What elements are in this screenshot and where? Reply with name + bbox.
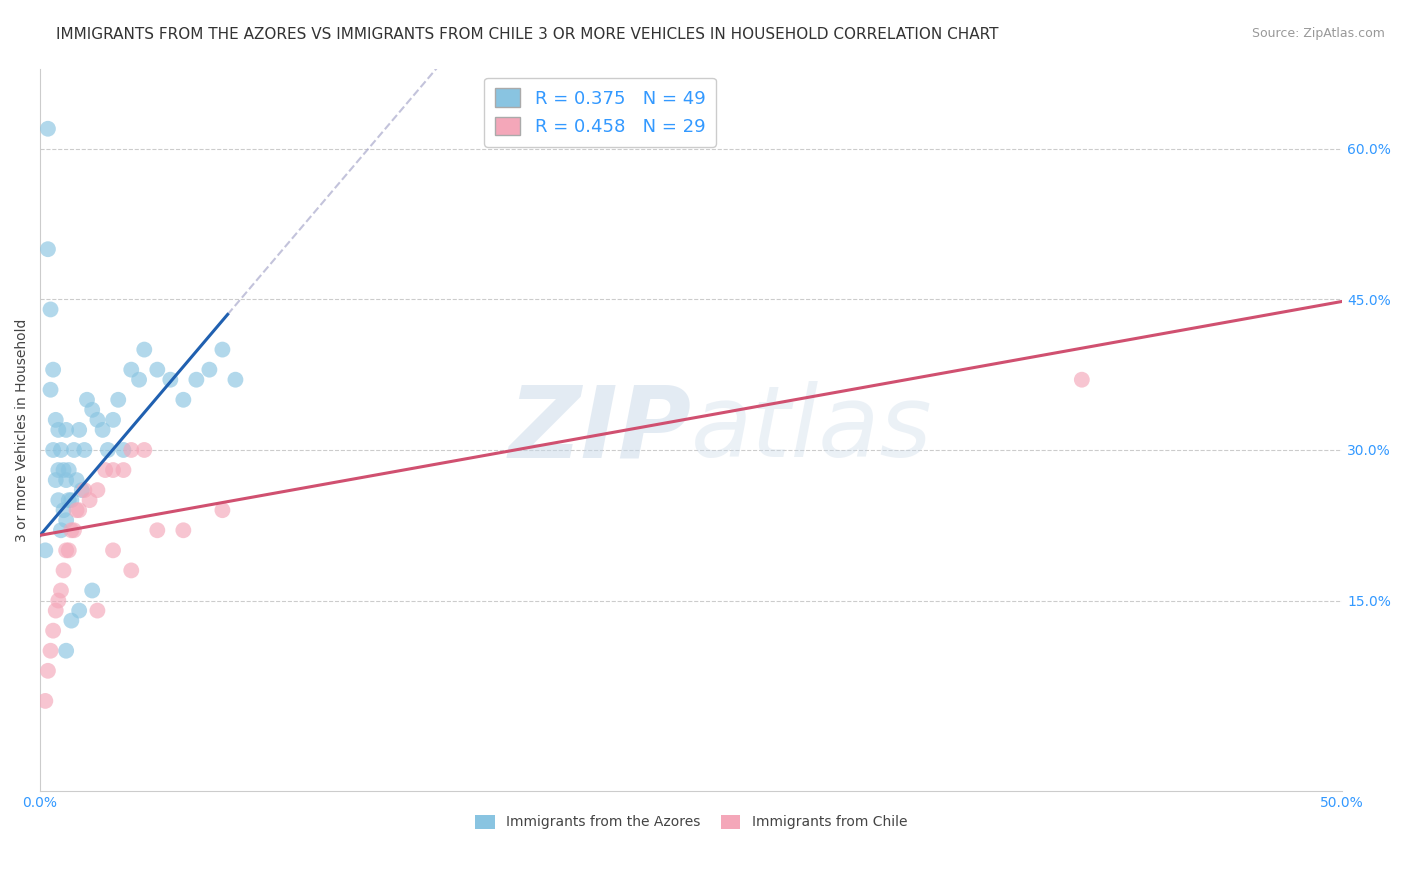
Point bbox=[39, 644, 62, 658]
Point bbox=[112, 442, 135, 457]
Point bbox=[52, 503, 75, 517]
Point bbox=[120, 563, 142, 577]
Point bbox=[86, 413, 108, 427]
Point bbox=[86, 483, 108, 497]
Point bbox=[211, 503, 233, 517]
Point bbox=[45, 473, 67, 487]
Point bbox=[65, 473, 87, 487]
Point bbox=[1070, 373, 1092, 387]
Point bbox=[45, 604, 67, 618]
Point bbox=[37, 121, 59, 136]
Point bbox=[46, 493, 69, 508]
Point bbox=[76, 392, 98, 407]
Point bbox=[34, 694, 56, 708]
Point bbox=[55, 513, 77, 527]
Point bbox=[55, 543, 77, 558]
Y-axis label: 3 or more Vehicles in Household: 3 or more Vehicles in Household bbox=[15, 318, 30, 541]
Point bbox=[46, 593, 69, 607]
Point bbox=[198, 362, 221, 376]
Point bbox=[73, 483, 96, 497]
Point bbox=[55, 423, 77, 437]
Point bbox=[42, 442, 65, 457]
Point bbox=[58, 463, 80, 477]
Point bbox=[211, 343, 233, 357]
Point bbox=[70, 483, 93, 497]
Text: Source: ZipAtlas.com: Source: ZipAtlas.com bbox=[1251, 27, 1385, 40]
Point bbox=[67, 604, 90, 618]
Point bbox=[159, 373, 181, 387]
Point bbox=[52, 463, 75, 477]
Point bbox=[42, 362, 65, 376]
Point bbox=[55, 473, 77, 487]
Point bbox=[101, 543, 124, 558]
Point bbox=[101, 463, 124, 477]
Point bbox=[224, 373, 246, 387]
Point bbox=[49, 523, 72, 537]
Point bbox=[46, 423, 69, 437]
Point bbox=[79, 493, 101, 508]
Text: ZIP: ZIP bbox=[508, 382, 692, 478]
Point bbox=[67, 503, 90, 517]
Point bbox=[49, 442, 72, 457]
Point bbox=[172, 392, 194, 407]
Point bbox=[146, 523, 169, 537]
Point bbox=[60, 523, 83, 537]
Point bbox=[39, 383, 62, 397]
Point bbox=[37, 664, 59, 678]
Text: IMMIGRANTS FROM THE AZORES VS IMMIGRANTS FROM CHILE 3 OR MORE VEHICLES IN HOUSEH: IMMIGRANTS FROM THE AZORES VS IMMIGRANTS… bbox=[56, 27, 998, 42]
Point bbox=[91, 423, 114, 437]
Point bbox=[37, 242, 59, 256]
Point bbox=[63, 442, 86, 457]
Point bbox=[46, 463, 69, 477]
Text: atlas: atlas bbox=[692, 382, 932, 478]
Point bbox=[45, 413, 67, 427]
Point bbox=[172, 523, 194, 537]
Point bbox=[97, 442, 120, 457]
Point bbox=[52, 563, 75, 577]
Point bbox=[120, 362, 142, 376]
Point bbox=[128, 373, 150, 387]
Legend: Immigrants from the Azores, Immigrants from Chile: Immigrants from the Azores, Immigrants f… bbox=[470, 809, 912, 835]
Point bbox=[60, 614, 83, 628]
Point bbox=[42, 624, 65, 638]
Point bbox=[39, 302, 62, 317]
Point bbox=[134, 343, 156, 357]
Point bbox=[82, 402, 104, 417]
Point bbox=[112, 463, 135, 477]
Point bbox=[101, 413, 124, 427]
Point bbox=[186, 373, 208, 387]
Point bbox=[67, 423, 90, 437]
Point bbox=[63, 523, 86, 537]
Point bbox=[60, 493, 83, 508]
Point bbox=[94, 463, 117, 477]
Point bbox=[65, 503, 87, 517]
Point bbox=[134, 442, 156, 457]
Point bbox=[146, 362, 169, 376]
Point bbox=[107, 392, 129, 407]
Point bbox=[86, 604, 108, 618]
Point bbox=[34, 543, 56, 558]
Point bbox=[120, 442, 142, 457]
Point bbox=[73, 442, 96, 457]
Point bbox=[82, 583, 104, 598]
Point bbox=[58, 543, 80, 558]
Point bbox=[55, 644, 77, 658]
Point bbox=[49, 583, 72, 598]
Point bbox=[58, 493, 80, 508]
